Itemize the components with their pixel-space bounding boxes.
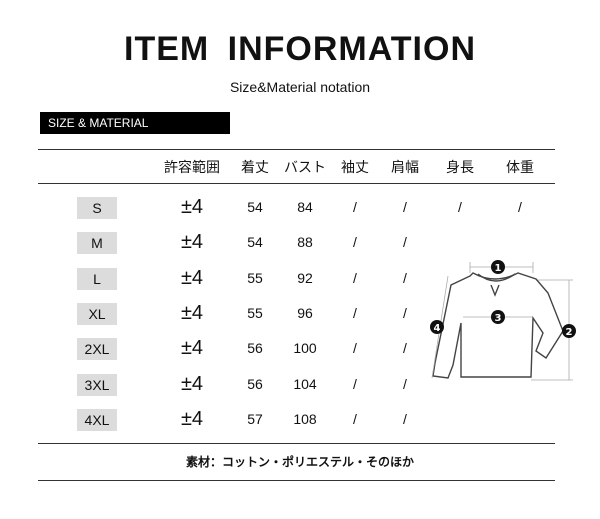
cell-tolerance: ±4 xyxy=(180,196,204,218)
svg-text:1: 1 xyxy=(495,263,502,274)
cell-length: 55 xyxy=(247,269,263,286)
cell-tolerance: ±4 xyxy=(180,301,204,324)
cell-bust: 100 xyxy=(293,340,317,357)
cell-sleeve: / xyxy=(353,304,357,321)
size-label: 3XL xyxy=(77,373,117,396)
cell-shoulder: / xyxy=(403,304,407,321)
marker-3 xyxy=(491,310,505,324)
size-label: XL xyxy=(77,302,117,325)
cell-length: 54 xyxy=(247,199,263,215)
cell-bust: 92 xyxy=(297,269,313,286)
column-header: 許容範囲 xyxy=(164,160,220,176)
cell-bust: 108 xyxy=(293,410,317,427)
cell-shoulder: / xyxy=(403,199,407,215)
page-title: ITEM INFORMATION xyxy=(124,30,476,68)
cell-weight: / xyxy=(518,199,522,215)
size-label: M xyxy=(77,232,117,255)
marker-2 xyxy=(562,324,576,338)
material-note: 素材：コットン・ポリエステル・そのほか xyxy=(185,455,414,469)
cell-shoulder: / xyxy=(403,340,407,357)
size-label: 2XL xyxy=(77,338,117,361)
cell-length: 55 xyxy=(247,304,263,321)
svg-text:4: 4 xyxy=(434,323,441,334)
cell-sleeve: / xyxy=(353,375,357,392)
cell-bust: 84 xyxy=(297,199,313,215)
cell-shoulder: / xyxy=(403,375,407,392)
cell-sleeve: / xyxy=(353,199,357,215)
cell-length: 54 xyxy=(247,234,263,251)
cell-length: 57 xyxy=(247,410,263,427)
marker-1 xyxy=(491,260,505,274)
cell-tolerance: ±4 xyxy=(180,266,204,289)
cell-height: / xyxy=(458,199,462,215)
column-header: 袖丈 xyxy=(341,160,369,176)
sweater-measurement-diagram: 1 2 3 4 xyxy=(430,260,576,381)
cell-sleeve: / xyxy=(353,410,357,427)
svg-text:2: 2 xyxy=(566,327,573,338)
cell-tolerance: ±4 xyxy=(180,231,204,254)
cell-bust: 104 xyxy=(293,375,317,392)
footer-rule xyxy=(38,480,555,481)
cell-tolerance: ±4 xyxy=(180,337,204,360)
cell-sleeve: / xyxy=(353,340,357,357)
svg-text:3: 3 xyxy=(495,313,502,324)
column-header: 身長 xyxy=(446,160,474,176)
cell-sleeve: / xyxy=(353,269,357,286)
cell-shoulder: / xyxy=(403,269,407,286)
column-header: 体重 xyxy=(506,160,534,176)
cell-shoulder: / xyxy=(403,234,407,251)
size-label: 4XL xyxy=(77,408,117,431)
size-label: L xyxy=(77,267,117,290)
cell-sleeve: / xyxy=(353,234,357,251)
page-subtitle: Size&Material notation xyxy=(229,79,371,95)
column-header: バスト xyxy=(284,160,326,176)
cell-length: 56 xyxy=(247,375,263,392)
column-header: 肩幅 xyxy=(391,160,419,176)
table-bottom-rule xyxy=(38,443,555,444)
cell-bust: 96 xyxy=(297,304,313,321)
column-header: 着丈 xyxy=(241,160,269,176)
table-top-rule xyxy=(38,149,555,150)
marker-4 xyxy=(430,320,444,334)
cell-shoulder: / xyxy=(403,410,407,427)
size-label: S xyxy=(77,197,117,219)
cell-bust: 88 xyxy=(297,234,313,251)
cell-tolerance: ±4 xyxy=(180,407,204,430)
header-rule xyxy=(38,183,555,184)
section-label: SIZE & MATERIAL xyxy=(40,112,230,134)
cell-tolerance: ±4 xyxy=(180,372,204,395)
cell-length: 56 xyxy=(247,340,263,357)
